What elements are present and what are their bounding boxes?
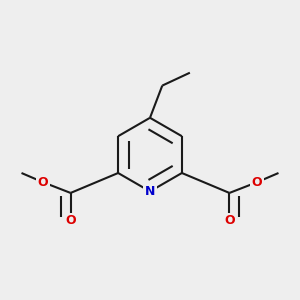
Text: O: O	[65, 214, 76, 227]
Text: O: O	[38, 176, 48, 189]
Text: O: O	[224, 214, 235, 227]
Text: O: O	[252, 176, 262, 189]
Text: N: N	[145, 185, 155, 198]
